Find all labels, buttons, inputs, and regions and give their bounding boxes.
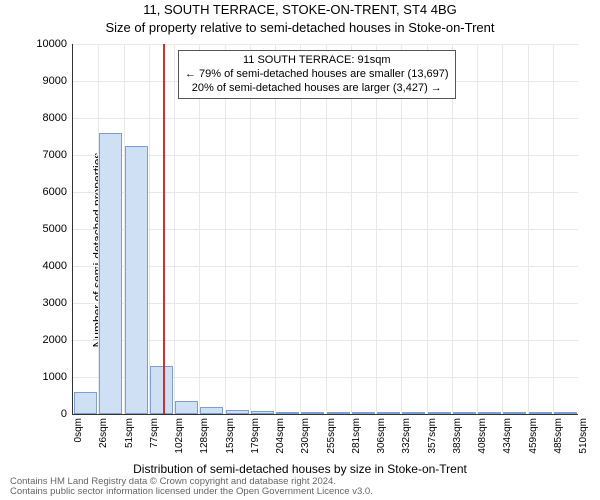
y-tick-label: 3000 bbox=[43, 297, 67, 309]
footnote-line-1: Contains HM Land Registry data © Crown c… bbox=[10, 476, 336, 487]
chart-root: 11, SOUTH TERRACE, STOKE-ON-TRENT, ST4 4… bbox=[0, 0, 600, 500]
grid-line-v bbox=[528, 44, 529, 414]
grid-line-v bbox=[225, 44, 226, 414]
x-tick-label: 0sqm bbox=[73, 418, 84, 442]
histogram-bar bbox=[402, 412, 425, 414]
subtitle: Size of property relative to semi-detach… bbox=[0, 20, 600, 35]
y-tick-label: 4000 bbox=[43, 260, 67, 272]
x-tick-label: 26sqm bbox=[98, 418, 109, 448]
histogram-bar bbox=[428, 412, 451, 414]
x-tick-label: 459sqm bbox=[528, 418, 539, 454]
grid-line-v bbox=[553, 44, 554, 414]
x-tick-label: 230sqm bbox=[300, 418, 311, 454]
x-tick-label: 332sqm bbox=[401, 418, 412, 454]
histogram-bar bbox=[529, 412, 552, 414]
histogram-bar bbox=[453, 412, 476, 414]
y-tick-label: 9000 bbox=[43, 75, 67, 87]
histogram-bar bbox=[99, 133, 122, 414]
histogram-bar bbox=[377, 412, 400, 414]
x-tick-label: 510sqm bbox=[578, 418, 589, 454]
x-tick-label: 306sqm bbox=[376, 418, 387, 454]
grid-line-v bbox=[502, 44, 503, 414]
grid-line-v bbox=[477, 44, 478, 414]
histogram-bar bbox=[150, 366, 173, 414]
histogram-bar bbox=[276, 412, 299, 414]
info-box-row-3: 20% of semi-detached houses are larger (… bbox=[185, 82, 449, 96]
grid-line-v bbox=[275, 44, 276, 414]
info-box-row-2: ← 79% of semi-detached houses are smalle… bbox=[185, 68, 449, 82]
y-tick-label: 7000 bbox=[43, 149, 67, 161]
x-tick-label: 357sqm bbox=[427, 418, 438, 454]
grid-line-v bbox=[427, 44, 428, 414]
x-axis-label: Distribution of semi-detached houses by … bbox=[0, 462, 600, 476]
y-tick-label: 10000 bbox=[36, 38, 67, 50]
x-tick-label: 281sqm bbox=[351, 418, 362, 454]
grid-line-v bbox=[376, 44, 377, 414]
x-tick-label: 128sqm bbox=[199, 418, 210, 454]
x-tick-label: 255sqm bbox=[326, 418, 337, 454]
x-tick-label: 102sqm bbox=[174, 418, 185, 454]
histogram-bar bbox=[554, 412, 577, 414]
x-tick-label: 153sqm bbox=[225, 418, 236, 454]
plot-area: 0100020003000400050006000700080009000100… bbox=[72, 44, 578, 415]
y-tick-label: 1000 bbox=[43, 371, 67, 383]
grid-line-v bbox=[149, 44, 150, 414]
grid-line-v bbox=[351, 44, 352, 414]
property-size-marker bbox=[163, 44, 165, 414]
info-box: 11 SOUTH TERRACE: 91sqm← 79% of semi-det… bbox=[178, 50, 456, 99]
grid-line-v bbox=[452, 44, 453, 414]
grid-line-v bbox=[326, 44, 327, 414]
footnote-line-2: Contains public sector information licen… bbox=[10, 486, 373, 497]
y-tick-label: 5000 bbox=[43, 223, 67, 235]
histogram-bar bbox=[301, 412, 324, 414]
y-tick-label: 8000 bbox=[43, 112, 67, 124]
footnote: Contains HM Land Registry data © Crown c… bbox=[10, 477, 590, 498]
histogram-bar bbox=[478, 412, 501, 414]
grid-line-v bbox=[300, 44, 301, 414]
grid-line-v bbox=[174, 44, 175, 414]
histogram-bar bbox=[327, 412, 350, 414]
x-tick-label: 179sqm bbox=[250, 418, 261, 454]
grid-line-v bbox=[199, 44, 200, 414]
info-box-row-1: 11 SOUTH TERRACE: 91sqm bbox=[185, 54, 449, 68]
y-tick-label: 0 bbox=[61, 408, 67, 420]
x-tick-label: 77sqm bbox=[149, 418, 160, 448]
histogram-bar bbox=[503, 412, 526, 414]
x-tick-label: 383sqm bbox=[452, 418, 463, 454]
histogram-bar bbox=[352, 412, 375, 414]
x-tick-label: 485sqm bbox=[553, 418, 564, 454]
histogram-bar bbox=[74, 392, 97, 414]
x-tick-label: 204sqm bbox=[275, 418, 286, 454]
histogram-bar bbox=[200, 407, 223, 414]
histogram-bar bbox=[125, 146, 148, 414]
y-tick-label: 6000 bbox=[43, 186, 67, 198]
histogram-bar bbox=[226, 410, 249, 414]
grid-line-v bbox=[401, 44, 402, 414]
histogram-bar bbox=[251, 411, 274, 414]
grid-line-v bbox=[250, 44, 251, 414]
histogram-bar bbox=[175, 401, 198, 414]
x-tick-label: 51sqm bbox=[124, 418, 135, 448]
x-tick-label: 434sqm bbox=[502, 418, 513, 454]
address-title: 11, SOUTH TERRACE, STOKE-ON-TRENT, ST4 4… bbox=[0, 2, 600, 17]
y-tick-label: 2000 bbox=[43, 334, 67, 346]
x-tick-label: 408sqm bbox=[477, 418, 488, 454]
